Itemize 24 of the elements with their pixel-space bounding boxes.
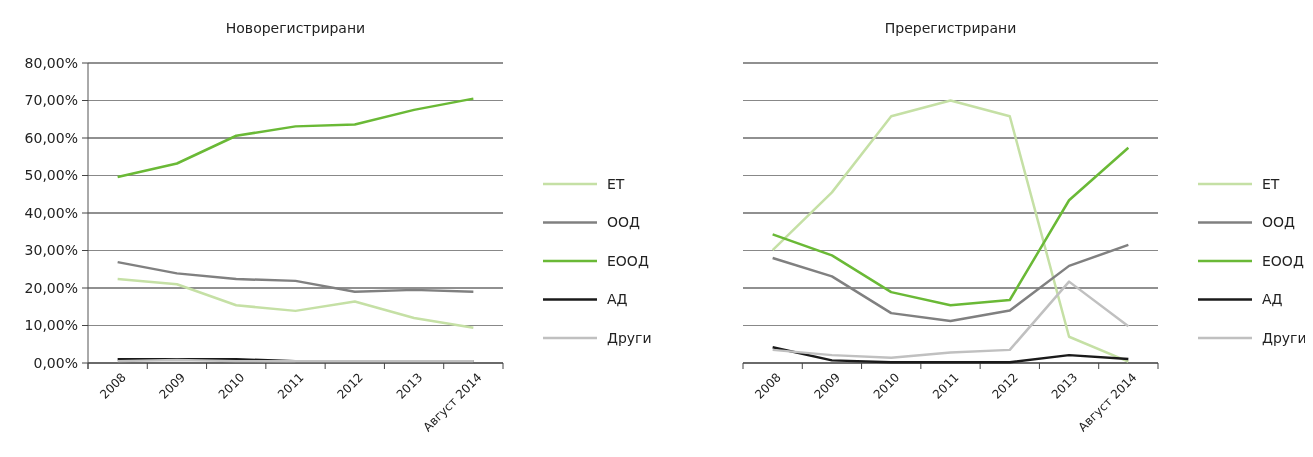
chart-title: Пререгистрирани [884,20,1017,36]
legend-label: ЕООД [607,252,649,269]
chart-title: Новорегистрирани [225,20,366,36]
y-tick-label: 60,00% [24,129,78,146]
legend-label: Други [1262,329,1307,346]
y-tick-label: 0,00% [33,354,78,371]
legend-label: ЕТ [1262,175,1280,192]
legend-label: ЕТ [607,175,625,192]
line-series [116,260,475,293]
legend-label: Други [607,329,652,346]
y-tick-label: 50,00% [24,167,78,184]
y-tick-label: 80,00% [24,54,78,71]
y-tick-label: 40,00% [24,204,78,221]
line-series [116,97,475,179]
legend-label: АД [607,291,628,308]
line-series [116,277,475,329]
y-tick-label: 70,00% [24,92,78,109]
legend-label: ООД [607,214,641,231]
y-tick-label: 10,00% [24,317,78,334]
y-tick-label: 20,00% [24,279,78,296]
legend-label: ООД [1262,214,1296,231]
legend-label: ЕООД [1262,252,1304,269]
legend-label: АД [1262,291,1283,308]
y-tick-label: 30,00% [24,242,78,259]
